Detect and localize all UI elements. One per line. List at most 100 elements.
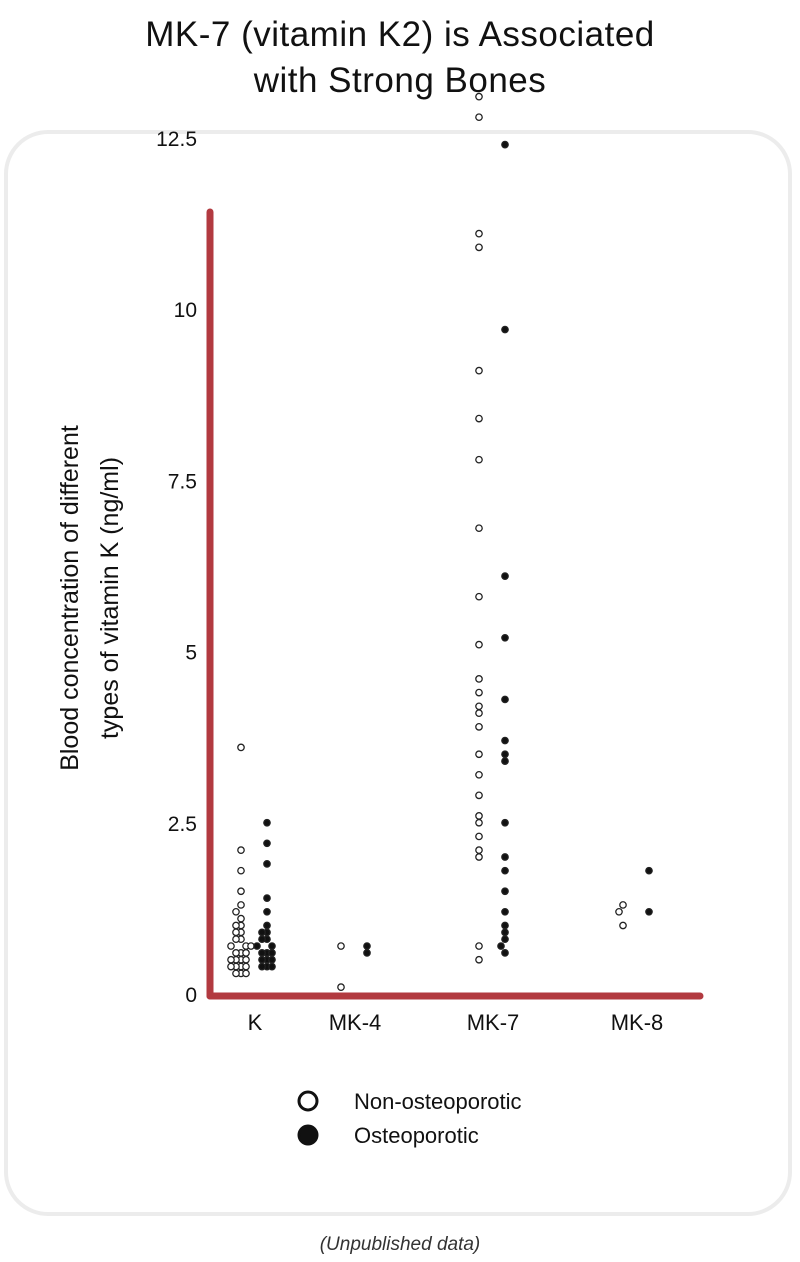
osteoporotic-point bbox=[501, 887, 509, 896]
non-osteoporotic-point bbox=[242, 962, 250, 971]
y-axis-title-line: types of vitamin K (ng/ml) bbox=[96, 457, 124, 739]
x-category-label: MK-8 bbox=[611, 1010, 664, 1035]
osteoporotic-point bbox=[268, 962, 276, 971]
non-osteoporotic-point bbox=[475, 688, 483, 697]
osteoporotic-point bbox=[268, 942, 276, 950]
non-osteoporotic-point bbox=[475, 455, 483, 464]
chart-title-line-1: MK-7 (vitamin K2) is Associated bbox=[145, 15, 655, 54]
x-category-label: MK-7 bbox=[467, 1010, 520, 1035]
y-tick-label: 0 bbox=[185, 984, 197, 1007]
non-osteoporotic-point bbox=[232, 907, 240, 916]
osteoporotic-point bbox=[258, 955, 266, 964]
non-osteoporotic-point bbox=[237, 846, 245, 855]
non-osteoporotic-point bbox=[475, 640, 483, 649]
osteoporotic-point bbox=[263, 859, 271, 868]
non-osteoporotic-point bbox=[475, 750, 483, 759]
osteoporotic-point bbox=[258, 935, 266, 944]
osteoporotic-point bbox=[263, 921, 271, 930]
non-osteoporotic-point bbox=[227, 962, 235, 971]
osteoporotic-point bbox=[263, 839, 271, 848]
chart-title: MK-7 (vitamin K2) is Associated with Str… bbox=[0, 12, 800, 104]
y-tick-label: 10 bbox=[174, 299, 197, 322]
non-osteoporotic-point bbox=[475, 853, 483, 861]
non-osteoporotic-point bbox=[475, 592, 483, 601]
osteoporotic-point bbox=[363, 942, 371, 950]
non-osteoporotic-point bbox=[237, 914, 245, 923]
non-osteoporotic-point bbox=[227, 955, 235, 964]
non-osteoporotic-point bbox=[337, 983, 345, 992]
non-osteoporotic-point bbox=[232, 949, 240, 957]
non-osteoporotic-point bbox=[475, 722, 483, 731]
non-osteoporotic-point bbox=[475, 812, 483, 820]
chart-card bbox=[4, 130, 792, 1216]
non-osteoporotic-point bbox=[232, 928, 240, 937]
osteoporotic-point bbox=[258, 928, 266, 937]
non-osteoporotic-point bbox=[475, 243, 483, 252]
x-category-label: MK-4 bbox=[329, 1010, 382, 1035]
osteoporotic-point bbox=[258, 949, 266, 957]
osteoporotic-point bbox=[501, 866, 509, 875]
footnote: (Unpublished data) bbox=[319, 1234, 481, 1255]
legend-label: Osteoporotic bbox=[354, 1123, 479, 1148]
non-osteoporotic-point bbox=[475, 955, 483, 964]
chart-title-line-2: with Strong Bones bbox=[253, 61, 547, 100]
osteoporotic-point bbox=[263, 907, 271, 916]
non-osteoporotic-point bbox=[475, 709, 483, 718]
osteoporotic-point bbox=[501, 928, 509, 937]
osteoporotic-point bbox=[645, 866, 653, 875]
y-tick-label: 2.5 bbox=[168, 813, 197, 836]
osteoporotic-point bbox=[501, 736, 509, 745]
y-tick-label: 12.5 bbox=[156, 128, 197, 151]
osteoporotic-point bbox=[263, 818, 271, 827]
y-axis-title-line: Blood concentration of different bbox=[56, 425, 84, 771]
osteoporotic-point bbox=[253, 942, 261, 950]
x-category-label: K bbox=[248, 1010, 263, 1035]
osteoporotic-point bbox=[501, 949, 509, 957]
osteoporotic-point bbox=[501, 140, 509, 149]
non-osteoporotic-point bbox=[475, 832, 483, 841]
y-tick-label: 5 bbox=[185, 642, 197, 665]
osteoporotic-point bbox=[497, 942, 505, 950]
y-axis-title: Blood concentration of different types of… bbox=[56, 425, 124, 771]
osteoporotic-point bbox=[258, 962, 266, 971]
y-tick-label: 7.5 bbox=[168, 470, 197, 493]
non-osteoporotic-point bbox=[475, 675, 483, 683]
non-osteoporotic-point bbox=[232, 969, 240, 978]
non-osteoporotic-point bbox=[237, 887, 245, 896]
osteoporotic-point bbox=[268, 955, 276, 964]
non-osteoporotic-point bbox=[237, 901, 245, 909]
non-osteoporotic-point bbox=[475, 942, 483, 950]
non-osteoporotic-point bbox=[475, 229, 483, 238]
non-osteoporotic-point bbox=[475, 524, 483, 533]
non-osteoporotic-point bbox=[475, 702, 483, 711]
non-osteoporotic-point bbox=[232, 935, 240, 944]
non-osteoporotic-point bbox=[475, 92, 483, 101]
osteoporotic-point bbox=[501, 757, 509, 765]
osteoporotic-point bbox=[501, 907, 509, 916]
non-osteoporotic-point bbox=[475, 113, 483, 122]
non-osteoporotic-point bbox=[242, 969, 250, 978]
osteoporotic-point bbox=[501, 818, 509, 827]
osteoporotic-point bbox=[501, 633, 509, 642]
osteoporotic-point bbox=[363, 949, 371, 957]
non-osteoporotic-point bbox=[475, 791, 483, 800]
osteoporotic-point bbox=[501, 695, 509, 704]
osteoporotic-point bbox=[263, 894, 271, 902]
non-osteoporotic-point bbox=[237, 743, 245, 752]
osteoporotic-point bbox=[501, 935, 509, 944]
non-osteoporotic-point bbox=[615, 907, 623, 916]
non-osteoporotic-point bbox=[227, 942, 235, 950]
non-osteoporotic-point bbox=[337, 942, 345, 950]
osteoporotic-point bbox=[501, 572, 509, 581]
non-osteoporotic-point bbox=[242, 949, 250, 957]
non-osteoporotic-point bbox=[619, 901, 627, 909]
osteoporotic-point bbox=[501, 853, 509, 861]
non-osteoporotic-point bbox=[242, 955, 250, 964]
legend-marker-non-osteoporotic bbox=[297, 1090, 319, 1112]
osteoporotic-point bbox=[501, 750, 509, 759]
non-osteoporotic-point bbox=[475, 770, 483, 779]
non-osteoporotic-point bbox=[232, 921, 240, 930]
osteoporotic-point bbox=[501, 325, 509, 334]
non-osteoporotic-point bbox=[475, 818, 483, 827]
